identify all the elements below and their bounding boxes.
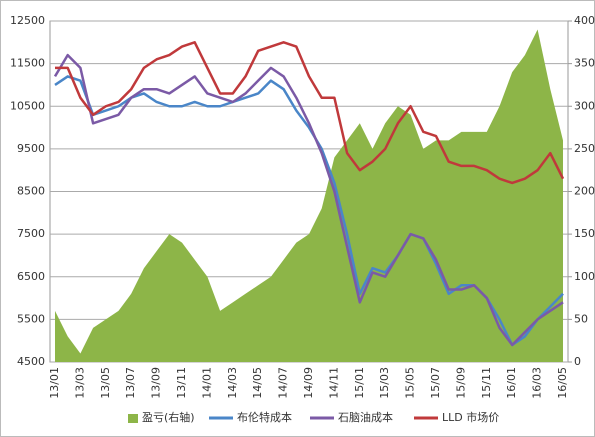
x-tick-label: 15/03 bbox=[378, 367, 391, 399]
x-tick-label: 13/01 bbox=[48, 367, 61, 399]
x-tick-label: 14/07 bbox=[277, 367, 290, 399]
y-tick-label: 10500 bbox=[10, 99, 45, 112]
y-tick-label: 6500 bbox=[17, 270, 45, 283]
y-tick-label: 7500 bbox=[17, 227, 45, 240]
y2-tick-label: 250 bbox=[574, 142, 595, 155]
x-tick-label: 14/03 bbox=[226, 367, 239, 399]
line-series bbox=[53, 53, 564, 347]
y2-tick-label: 300 bbox=[574, 99, 595, 112]
x-tick-label: 13/05 bbox=[99, 367, 112, 399]
legend-swatch bbox=[128, 414, 138, 423]
area-series bbox=[55, 29, 563, 363]
legend-label: 石脑油成本 bbox=[338, 410, 393, 424]
x-tick-label: 16/03 bbox=[531, 367, 544, 399]
y-tick-label: 5500 bbox=[17, 312, 45, 325]
y2-tick-label: 50 bbox=[574, 312, 588, 325]
y2-tick-label: 350 bbox=[574, 57, 595, 70]
x-tick-label: 14/09 bbox=[302, 367, 315, 399]
y-tick-label: 12500 bbox=[10, 14, 45, 27]
y2-tick-label: 400 bbox=[574, 14, 595, 27]
x-tick-label: 15/09 bbox=[454, 367, 467, 399]
y2-tick-label: 200 bbox=[574, 185, 595, 198]
x-tick-label: 13/03 bbox=[73, 367, 86, 399]
x-tick-label: 16/05 bbox=[556, 367, 569, 399]
x-tick-label: 15/05 bbox=[404, 367, 417, 399]
y-tick-label: 11500 bbox=[10, 57, 45, 70]
x-tick-label: 15/07 bbox=[429, 367, 442, 399]
y-tick-label: 9500 bbox=[17, 142, 45, 155]
y-tick-label: 4500 bbox=[17, 355, 45, 368]
x-tick-label: 14/11 bbox=[327, 367, 340, 399]
x-tick-label: 13/11 bbox=[175, 367, 188, 399]
y2-tick-label: 100 bbox=[574, 270, 595, 283]
x-tick-label: 14/05 bbox=[251, 367, 264, 399]
x-tick-label: 16/01 bbox=[505, 367, 518, 399]
legend-label: LLD 市场价 bbox=[442, 410, 499, 424]
y-tick-label: 8500 bbox=[17, 185, 45, 198]
x-tick-label: 13/07 bbox=[124, 367, 137, 399]
legend-label: 布伦特成本 bbox=[237, 410, 292, 424]
y2-tick-label: 150 bbox=[574, 227, 595, 240]
x-tick-label: 15/11 bbox=[480, 367, 493, 399]
x-tick-label: 15/01 bbox=[353, 367, 366, 399]
y2-tick-label: 0 bbox=[574, 355, 581, 368]
x-tick-label: 14/01 bbox=[200, 367, 213, 399]
x-tick-label: 13/09 bbox=[150, 367, 163, 399]
legend-label: 盈亏(右轴) bbox=[142, 410, 195, 424]
line-series bbox=[55, 41, 565, 185]
